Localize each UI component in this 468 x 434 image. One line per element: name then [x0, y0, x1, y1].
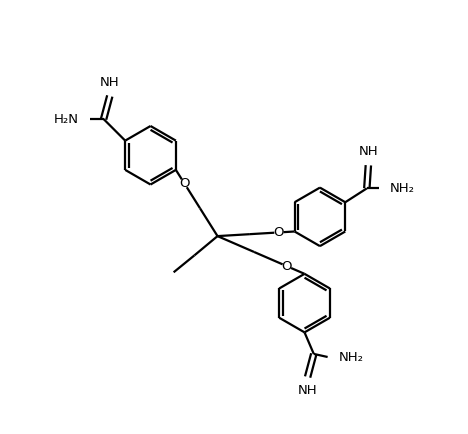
Text: NH: NH	[358, 145, 378, 158]
Text: NH₂: NH₂	[390, 182, 415, 195]
Text: NH: NH	[100, 76, 120, 89]
Text: H₂N: H₂N	[54, 112, 79, 125]
Text: O: O	[274, 226, 284, 239]
Text: O: O	[179, 177, 190, 190]
Text: O: O	[282, 260, 292, 273]
Text: NH₂: NH₂	[338, 351, 364, 364]
Text: NH: NH	[298, 384, 317, 397]
